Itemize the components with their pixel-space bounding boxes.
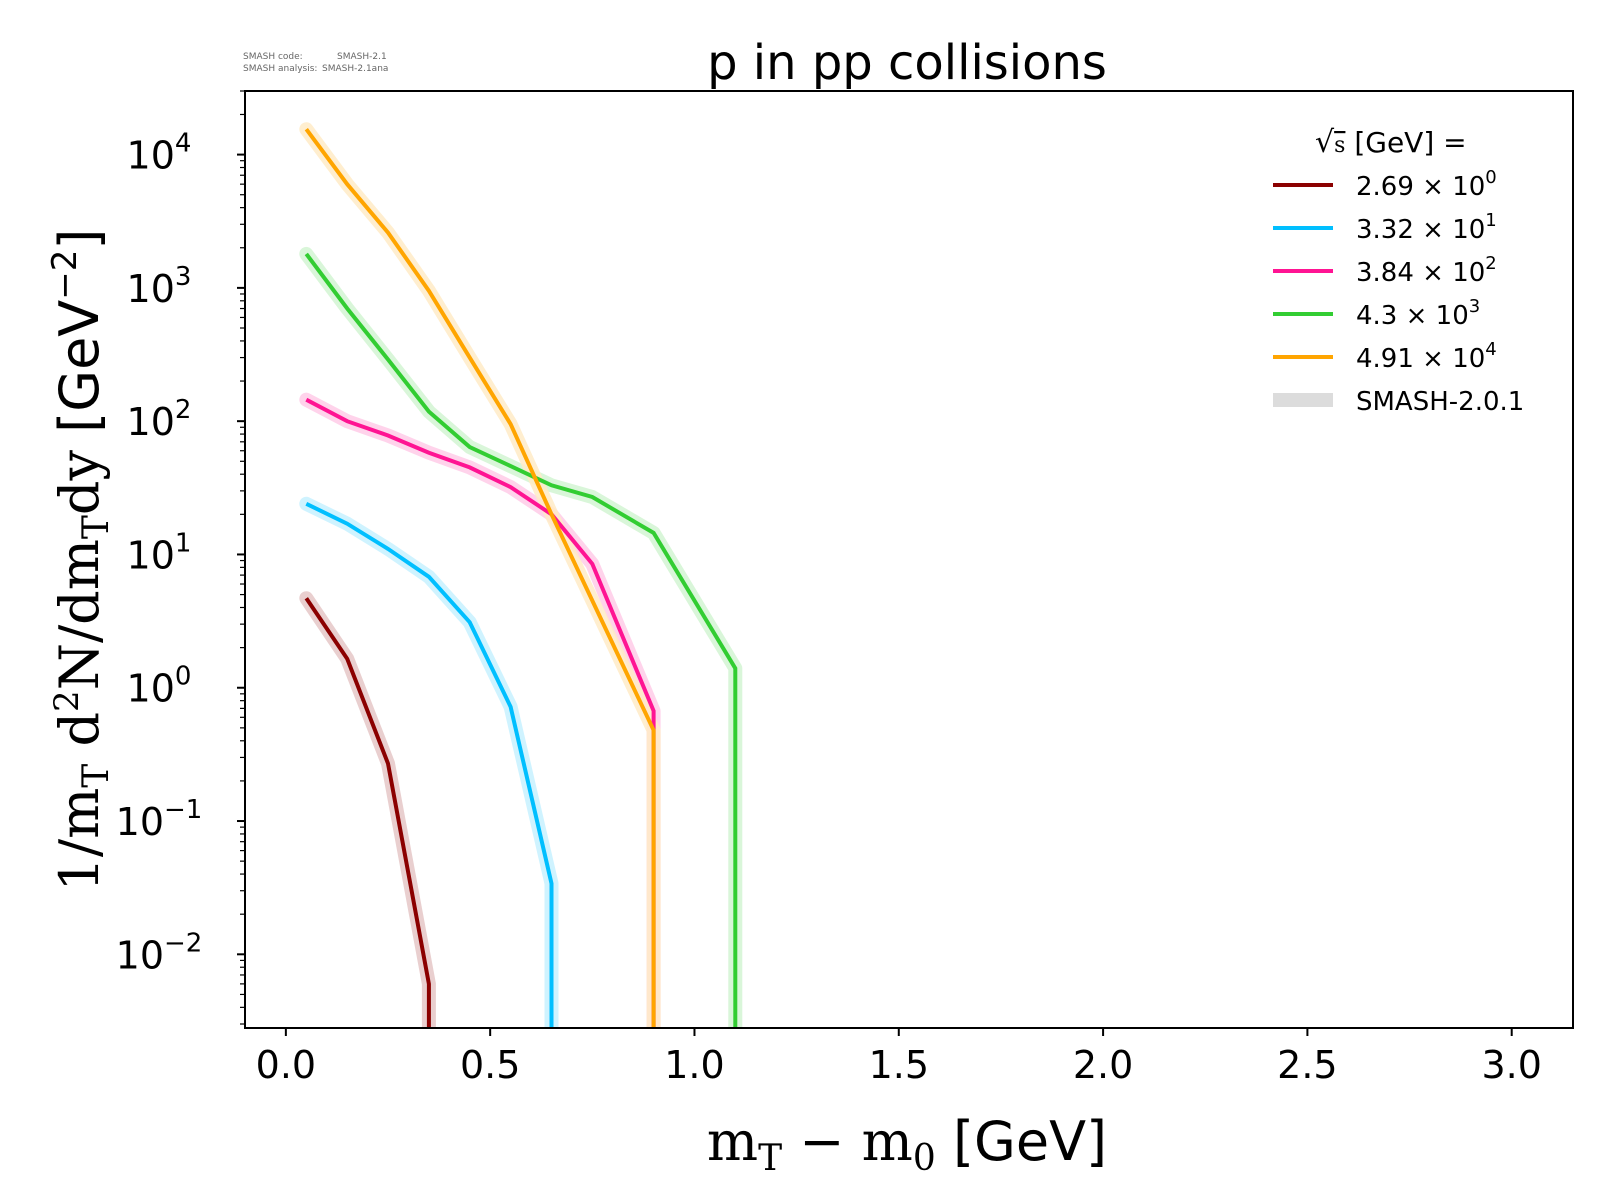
x-tick-label: 1.0 [664, 1043, 724, 1087]
credit-code-key: SMASH code: [243, 52, 303, 62]
reference-band [299, 591, 436, 1028]
y-tick-label: 101 [127, 528, 192, 577]
legend-label: 4.3 × 103 [1356, 296, 1480, 331]
y-tick-label: 100 [127, 662, 192, 711]
x-tick-label: 0.5 [460, 1043, 520, 1087]
legend-label: 3.84 × 102 [1356, 253, 1497, 288]
series-lines [304, 128, 738, 1028]
y-tick-label: 10−1 [116, 795, 203, 844]
x-tick-label: 2.0 [1073, 1043, 1133, 1087]
legend-label: 3.32 × 101 [1356, 210, 1497, 245]
legend-label: 2.69 × 100 [1356, 167, 1497, 202]
series-line [304, 128, 656, 1028]
credit-analysis-value: SMASH-2.1ana [322, 64, 388, 74]
x-axis-label: mT − m0 [GeV] [707, 1110, 1107, 1179]
x-tick-label: 1.5 [869, 1043, 929, 1087]
legend: √s [GeV] = 2.69 × 100 3.32 × 101 3.84 × 10… [1273, 125, 1524, 417]
legend-label-reference: SMASH-2.0.1 [1356, 387, 1524, 417]
y-tick-label: 10−2 [116, 928, 203, 977]
x-tick-label: 2.5 [1277, 1043, 1337, 1087]
y-axis: 10−2 10−1 100 101 102 103 104 [116, 90, 245, 1025]
y-axis-label: 1/mT d2N/dmTdy [GeV−2] [45, 229, 117, 892]
series-line [305, 397, 656, 1028]
x-tick-label: 3.0 [1481, 1043, 1541, 1087]
chart-title: p in pp collisions [707, 35, 1107, 91]
x-axis: 0.0 0.5 1.0 1.5 2.0 2.5 3.0 [256, 1028, 1542, 1087]
x-tick-label: 0.0 [256, 1043, 316, 1087]
reference-bands [299, 122, 743, 1028]
series-line [304, 252, 738, 1028]
credit-analysis-key: SMASH analysis: [243, 64, 317, 74]
reference-band [299, 122, 661, 1028]
plot-frame [244, 90, 1574, 1029]
reference-band [299, 496, 559, 1028]
legend-title: √s [GeV] = [1315, 125, 1467, 160]
y-tick-label: 102 [127, 395, 192, 444]
series-line [305, 502, 554, 1028]
y-tick-label: 104 [127, 129, 192, 178]
legend-label: 4.91 × 104 [1356, 339, 1497, 374]
series-line [304, 597, 431, 1028]
credit-code-value: SMASH-2.1 [337, 52, 387, 62]
y-tick-label: 103 [127, 262, 192, 311]
